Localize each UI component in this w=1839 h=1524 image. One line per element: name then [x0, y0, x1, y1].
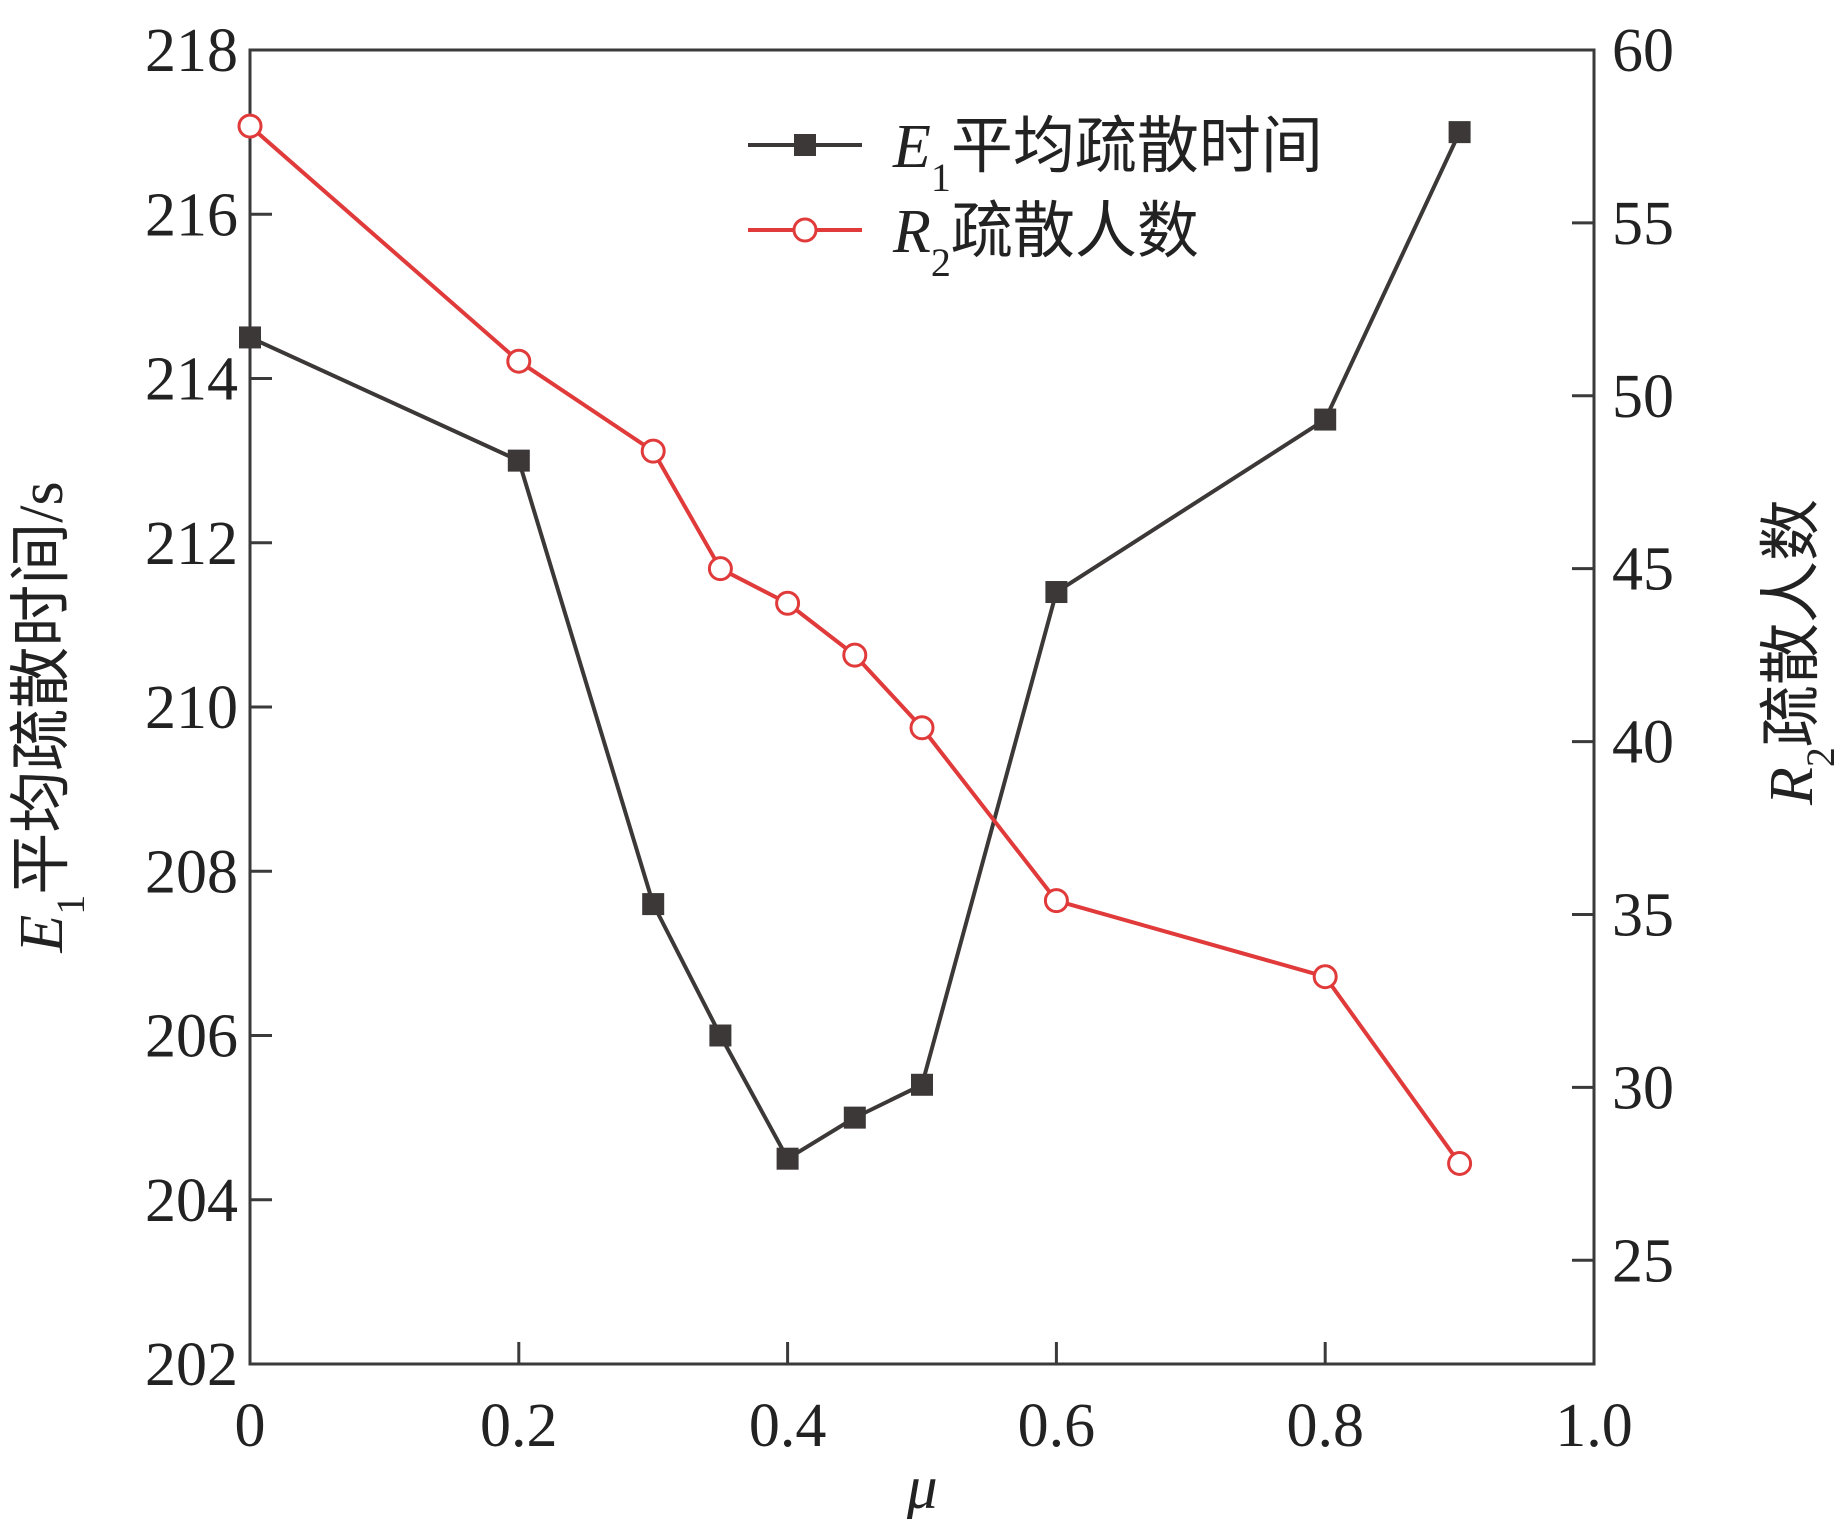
- data-point-square: [642, 893, 665, 916]
- legend-item: R2疏散人数: [748, 198, 1199, 285]
- right-tick-label: 25: [1612, 1227, 1674, 1295]
- x-tick-label: 1.0: [1555, 1392, 1633, 1460]
- legend-label-var: R: [892, 198, 931, 266]
- right-tick-label: 45: [1612, 536, 1674, 604]
- series-layer: [237, 113, 1473, 1176]
- series-e1-avg-evac-time: [239, 121, 1471, 1170]
- data-point-circle: [640, 438, 666, 464]
- right-tick-label: 55: [1612, 190, 1674, 258]
- data-point-circle: [237, 113, 263, 139]
- x-tick-label: 0.4: [749, 1392, 827, 1460]
- right-title-rest: 疏散人数: [1758, 499, 1826, 747]
- series-line: [249, 131, 1462, 1161]
- left-tick-label: 202: [145, 1331, 238, 1399]
- left-tick-label: 214: [145, 346, 238, 414]
- axis-titles: μ E1平均疏散时间/s R2疏散人数: [8, 481, 1839, 1522]
- data-point-square: [1448, 121, 1471, 144]
- legend-label: R2疏散人数: [892, 198, 1199, 285]
- right-tick-label: 50: [1612, 363, 1674, 431]
- x-tick-label: 0.8: [1286, 1392, 1364, 1460]
- legend-marker-circle: [792, 217, 818, 243]
- left-tick-label: 210: [145, 674, 238, 742]
- legend-marker-square: [794, 134, 816, 156]
- data-point-circle: [1447, 1150, 1473, 1176]
- left-tick-label: 212: [145, 510, 238, 578]
- data-point-circle: [775, 590, 801, 616]
- x-tick-label: 0: [235, 1392, 266, 1460]
- left-title-sub: 1: [48, 895, 93, 915]
- left-tick-label: 216: [145, 181, 238, 249]
- data-point-square: [709, 1024, 732, 1047]
- series-line: [248, 124, 1462, 1165]
- x-tick-label: 0.6: [1018, 1392, 1096, 1460]
- left-y-axis-title: E1平均疏散时间/s: [8, 481, 93, 953]
- x-tick-label: 0.2: [480, 1392, 558, 1460]
- right-y-axis-title: R2疏散人数: [1758, 499, 1839, 806]
- left-tick-label: 206: [145, 1003, 238, 1071]
- data-point-circle: [707, 556, 733, 582]
- data-point-square: [843, 1106, 866, 1129]
- data-point-square: [239, 326, 261, 349]
- right-title-var: R: [1758, 767, 1826, 806]
- data-point-circle: [506, 348, 532, 374]
- legend-label-rest: 疏散人数: [951, 198, 1199, 266]
- series-r2-evac-count: [237, 113, 1473, 1176]
- left-tick-label: 218: [145, 17, 238, 85]
- left-tick-label: 208: [145, 838, 238, 906]
- legend-label-sub: 2: [931, 240, 951, 285]
- data-point-square: [1314, 408, 1337, 431]
- left-tick-label: 204: [145, 1167, 238, 1235]
- legend-label-var: E: [892, 113, 931, 181]
- data-point-circle: [1312, 964, 1338, 990]
- right-y-axis: 25 30 35 40 45 50 55 60: [1572, 17, 1674, 1295]
- left-title-var: E: [8, 915, 76, 954]
- x-axis: 0 0.2 0.4 0.6 0.8 1.0: [235, 1342, 1633, 1460]
- data-point-square: [911, 1073, 933, 1096]
- right-tick-label: 40: [1612, 709, 1674, 777]
- legend-item: E1平均疏散时间: [748, 113, 1323, 200]
- right-tick-label: 30: [1612, 1054, 1674, 1122]
- legend-label-rest: 平均疏散时间: [951, 113, 1323, 181]
- legend-label: E1平均疏散时间: [892, 113, 1323, 200]
- legend-label-sub: 1: [931, 155, 951, 200]
- x-axis-title: μ: [905, 1454, 937, 1519]
- data-point-circle: [842, 642, 868, 668]
- data-point-circle: [909, 715, 935, 741]
- right-tick-label: 35: [1612, 881, 1674, 949]
- left-y-axis: 202 204 206 208 210 212 214 216 218: [145, 17, 272, 1399]
- data-point-square: [776, 1147, 799, 1170]
- right-tick-label: 60: [1612, 17, 1674, 85]
- data-point-circle: [1043, 888, 1069, 914]
- right-title-sub: 2: [1798, 747, 1839, 767]
- data-point-square: [507, 449, 530, 472]
- data-point-square: [1045, 581, 1068, 604]
- left-title-rest: 平均疏散时间/s: [8, 481, 76, 894]
